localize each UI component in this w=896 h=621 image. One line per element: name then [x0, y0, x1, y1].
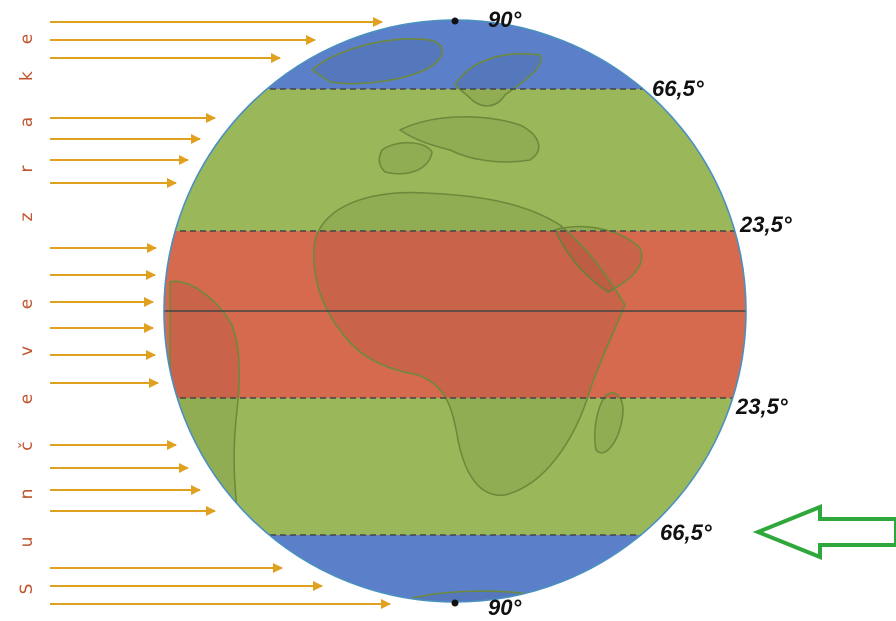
temperate-zone-south [164, 398, 746, 535]
label-arctic-circle: 66,5° [652, 76, 704, 101]
arrow-left-icon [752, 504, 896, 560]
caption-letter: e [17, 299, 37, 309]
caption-letter: S [17, 584, 37, 595]
label-tropic-north: 23,5° [739, 212, 792, 237]
label-south-pole: 90° [488, 595, 521, 620]
land-arabia [554, 225, 643, 293]
temperate-zone-north [164, 89, 746, 231]
label-north-pole: 90° [488, 7, 521, 32]
side-caption: S u n č e v e z r a k e [17, 34, 37, 595]
label-antarctic-circle: 66,5° [660, 520, 712, 545]
label-tropic-south: 23,5° [735, 394, 788, 419]
caption-letter: č [17, 441, 37, 450]
sun-rays [50, 17, 391, 609]
land-africa [312, 191, 626, 496]
south-pole-dot [451, 599, 459, 607]
land-greenland [311, 38, 444, 85]
caption-letter: u [17, 537, 37, 548]
land-masses [169, 38, 643, 602]
land-iberia [378, 141, 433, 175]
north-pole-dot [451, 17, 459, 25]
land-europe [399, 115, 540, 163]
caption-letter: e [17, 394, 37, 404]
caption-letter: a [17, 117, 37, 127]
land-scandinavia [454, 52, 542, 107]
caption-letter: z [17, 212, 37, 221]
caption-letter: r [17, 166, 37, 173]
caption-letter: e [17, 34, 37, 44]
caption-letter: n [17, 489, 37, 500]
caption-letter: v [17, 346, 37, 356]
land-south-america [169, 280, 241, 541]
caption-letter: k [17, 71, 37, 81]
land-madagascar [593, 392, 624, 454]
tropical-zone [164, 231, 746, 398]
